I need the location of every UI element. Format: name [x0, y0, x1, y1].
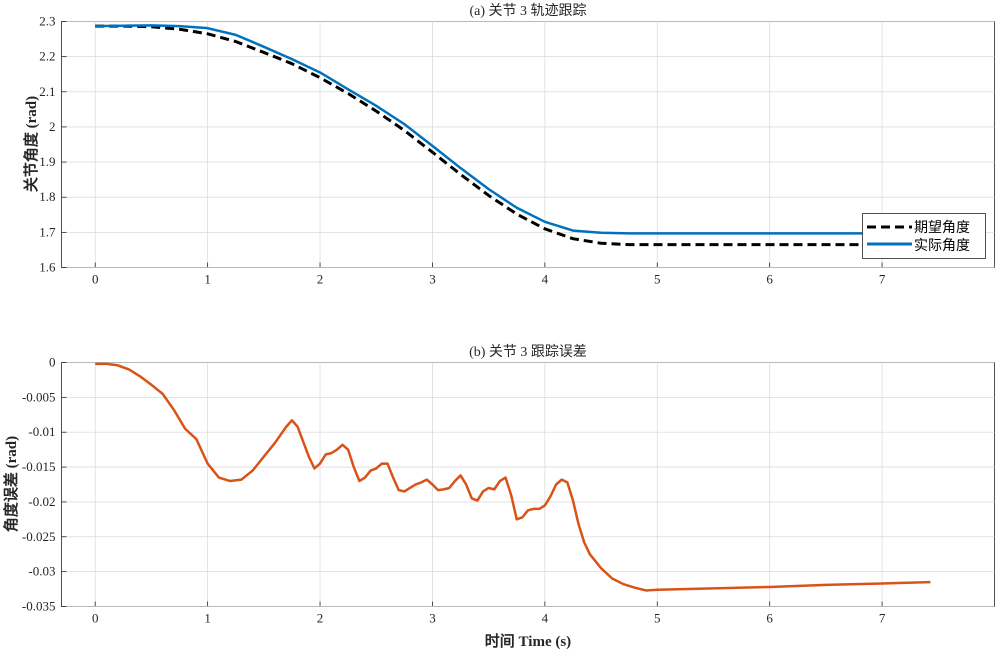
y-tick-label: -0.025 — [22, 529, 56, 544]
legend-label-actual: 实际角度 — [914, 238, 970, 254]
y-tick-label: 2 — [49, 119, 56, 134]
y-tick-label: 1.8 — [39, 189, 55, 204]
y-tick-label: 1.9 — [39, 154, 55, 169]
legend-box — [862, 213, 986, 259]
legend-label-desired: 期望角度 — [914, 220, 970, 236]
x-tick-label: 0 — [92, 272, 99, 287]
axes-top-box — [61, 21, 995, 268]
top-series — [95, 24, 931, 247]
x-tick-label: 1 — [204, 611, 211, 626]
x-tick-label: 2 — [317, 272, 324, 287]
top-ytick-labels: 1.6 1.7 1.8 1.9 2 2.1 2.2 2.3 — [39, 14, 56, 275]
bottom-x-axis-label: 时间 Time (s) — [485, 632, 571, 650]
x-tick-label: 6 — [766, 611, 773, 626]
y-tick-label: -0.035 — [22, 599, 56, 614]
x-tick-label: 6 — [766, 272, 773, 287]
series-line-0 — [95, 24, 931, 247]
x-tick-label: 1 — [204, 272, 211, 287]
x-tick-label: 2 — [317, 611, 324, 626]
top-y-axis-label: 关节角度 (rad) — [22, 96, 40, 192]
bottom-ytick-labels: 0 -0.005 -0.01 -0.015 -0.02 -0.025 -0.03 -0.035 — [22, 355, 56, 614]
top-chart-title: (a) 关节 3 轨迹跟踪 — [469, 3, 586, 19]
x-tick-label: 5 — [654, 272, 661, 287]
bottom-grid — [61, 362, 995, 607]
bottom-y-axis-label: 角度误差 (rad) — [2, 436, 20, 532]
y-tick-label: -0.005 — [22, 389, 56, 404]
x-tick-label: 3 — [429, 611, 436, 626]
bottom-series — [95, 362, 931, 592]
chart-joint3-trajectory: 0 1 2 3 4 5 6 7 1.6 1.7 1.8 1.9 2 2.1 2.2 2.3 (a) 关节 3… — [22, 3, 995, 287]
x-tick-label: 7 — [879, 272, 886, 287]
x-tick-label: 7 — [879, 611, 886, 626]
axes-bottom-box — [61, 362, 995, 607]
x-tick-label: 3 — [429, 272, 436, 287]
y-tick-label: 2.3 — [39, 14, 55, 29]
y-tick-label: 1.7 — [39, 224, 56, 239]
top-xtick-labels: 0 1 2 3 4 5 6 7 — [92, 272, 886, 287]
y-tick-label: 0 — [49, 355, 56, 370]
chart-joint3-error: 0 1 2 3 4 5 6 7 0 -0.005 -0.01 -0.015 -0.02 -0.025 -0… — [2, 344, 995, 650]
y-tick-label: -0.03 — [28, 564, 55, 579]
y-tick-label: -0.02 — [28, 494, 55, 509]
series-line-1 — [95, 24, 931, 235]
y-tick-label: -0.015 — [22, 459, 56, 474]
x-tick-label: 5 — [654, 611, 661, 626]
x-tick-label: 0 — [92, 611, 99, 626]
bottom-chart-title: (b) 关节 3 跟踪误差 — [469, 344, 587, 360]
y-tick-label: 1.6 — [39, 260, 56, 275]
y-tick-label: 2.1 — [39, 84, 55, 99]
bottom-xtick-labels: 0 1 2 3 4 5 6 7 — [92, 611, 886, 626]
x-tick-label: 4 — [542, 611, 549, 626]
series-line-0 — [95, 362, 931, 592]
legend: 期望角度 实际角度 — [862, 213, 986, 259]
y-tick-label: 2.2 — [39, 49, 55, 64]
top-grid — [61, 21, 995, 268]
y-tick-label: -0.01 — [28, 424, 55, 439]
x-tick-label: 4 — [542, 272, 549, 287]
